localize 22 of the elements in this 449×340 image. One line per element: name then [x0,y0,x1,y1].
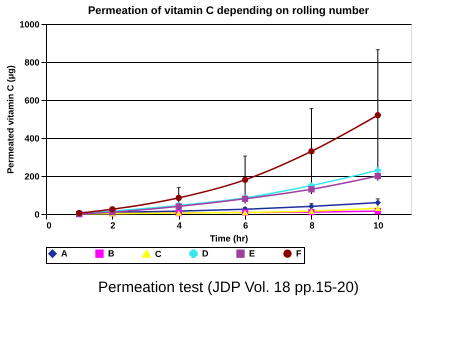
y-tick-label: 0 [34,210,40,220]
legend-label: B [108,248,115,259]
legend-label: F [296,248,302,259]
y-axis-title: Permeated vitamin C (μg) [5,65,16,174]
y-tick-label: 1000 [19,20,40,30]
legend-label: E [249,248,256,259]
y-tick-label: 800 [24,58,40,68]
legend-label: C [155,248,162,259]
x-axis-title: Time (hr) [210,234,248,244]
legend-label: A [61,248,68,259]
y-tick-label: 200 [24,172,40,182]
x-tick-label: 0 [46,220,52,230]
x-tick-label: 10 [373,220,384,230]
y-tick-label: 400 [24,134,40,144]
text: Permeation test (JDP Vol. 18 pp.15-20) [98,279,359,296]
x-tick-label: 6 [243,220,248,230]
y-tick-label: 600 [24,96,40,106]
x-tick-label: 2 [110,220,116,230]
chart-title: Permeation of vitamin C depending on rolling number [88,5,370,17]
x-tick-label: 8 [309,220,314,230]
legend-label: D [202,248,209,259]
x-tick-label: 4 [176,220,182,230]
